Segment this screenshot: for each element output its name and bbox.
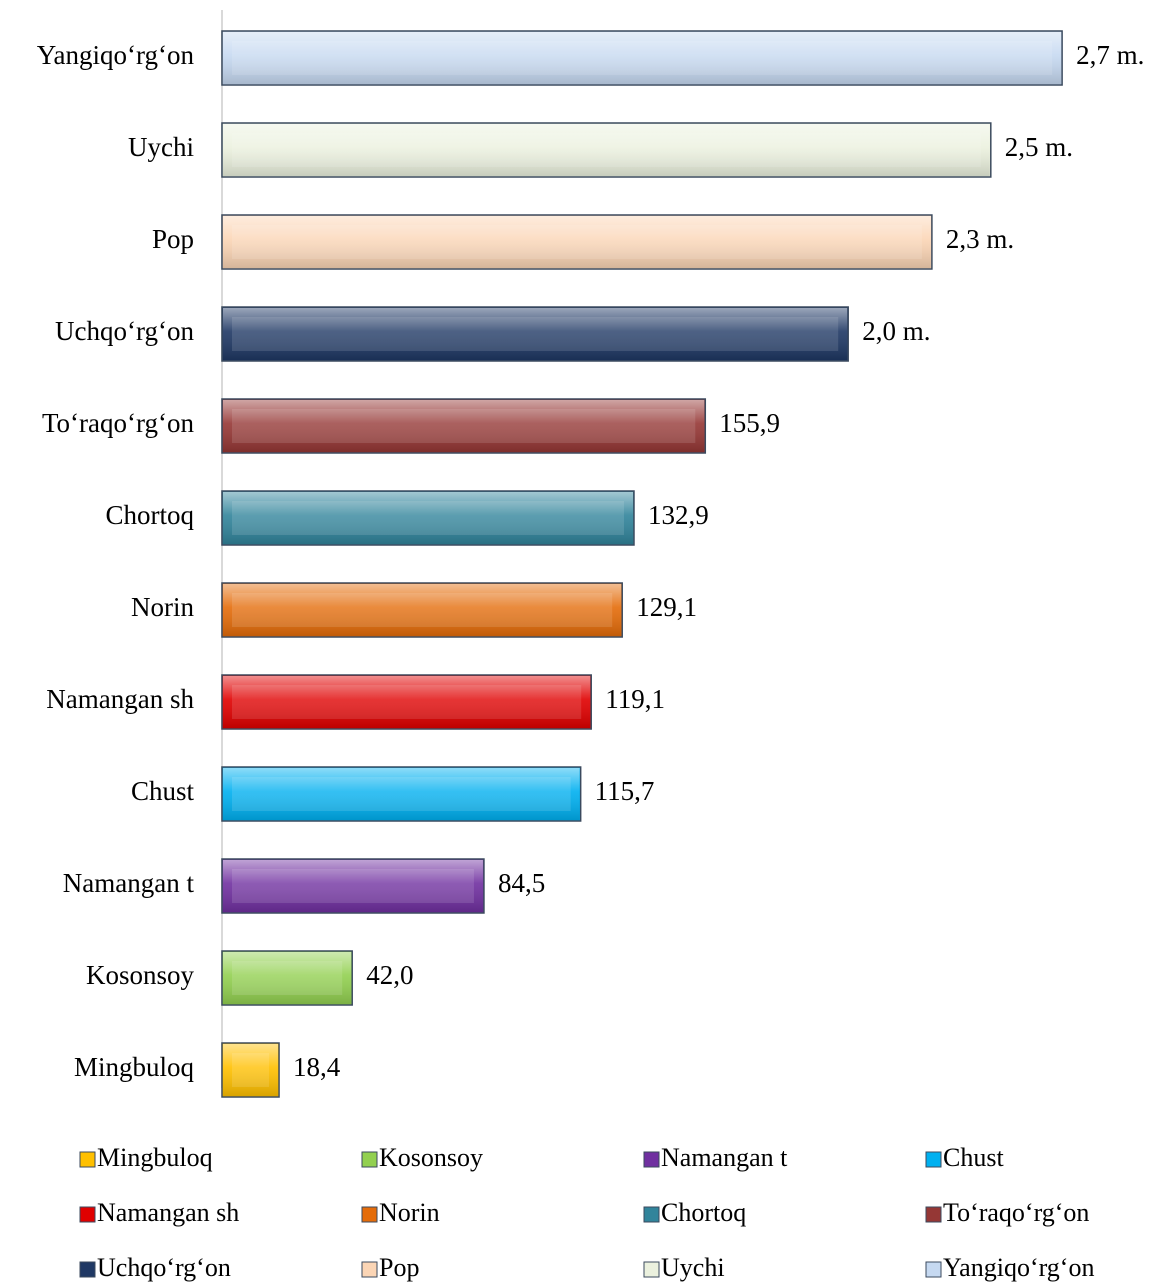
y-tick-label: Mingbuloq (74, 1052, 195, 1082)
value-label: 42,0 (366, 960, 413, 990)
legend-swatch (925, 1261, 942, 1278)
bar-bevel (232, 501, 624, 535)
legend-swatch (79, 1261, 96, 1278)
value-label: 2,7 m. (1076, 40, 1144, 70)
bar-bevel (232, 685, 582, 719)
legend-swatch (643, 1261, 660, 1278)
legend-label: Pop (379, 1253, 419, 1282)
legend-swatch (79, 1151, 96, 1168)
value-label: 115,7 (595, 776, 655, 806)
legend-swatch (925, 1151, 942, 1168)
y-tick-label: Chortoq (105, 500, 194, 530)
value-label: 18,4 (293, 1052, 341, 1082)
bar-bevel (232, 133, 981, 167)
bar-bevel (232, 1053, 270, 1087)
legend-swatch (361, 1206, 378, 1223)
legend-label: To‘raqo‘rg‘on (943, 1198, 1089, 1227)
value-label: 84,5 (498, 868, 545, 898)
legend-swatch (643, 1151, 660, 1168)
bar-shine (223, 584, 622, 636)
legend-label: Chortoq (661, 1198, 746, 1227)
legend-label: Chust (943, 1143, 1004, 1172)
bar-bevel (232, 225, 922, 259)
bar-shine (223, 860, 483, 912)
legend-label: Yangiqo‘rg‘on (943, 1253, 1094, 1282)
legend-swatch (643, 1206, 660, 1223)
legend-label: Uchqo‘rg‘on (97, 1253, 231, 1282)
y-tick-label: Kosonsoy (86, 960, 195, 990)
bar-bevel (232, 317, 839, 351)
legend-label: Norin (379, 1198, 440, 1227)
bar-bevel (232, 961, 343, 995)
legend-label: Mingbuloq (97, 1143, 213, 1172)
value-label: 2,0 m. (862, 316, 930, 346)
value-label: 155,9 (719, 408, 780, 438)
legend-swatch (361, 1151, 378, 1168)
bar-shine (223, 1044, 279, 1096)
bar-shine (223, 400, 705, 452)
y-tick-label: Norin (131, 592, 194, 622)
bar-shine (223, 308, 848, 360)
bar-bevel (232, 409, 696, 443)
bar-shine (223, 952, 352, 1004)
y-tick-label: Namangan sh (46, 684, 194, 714)
y-tick-label: Uchqo‘rg‘on (55, 316, 194, 346)
bar-shine (223, 768, 580, 820)
value-label: 132,9 (648, 500, 709, 530)
bar-shine (223, 32, 1062, 84)
bar-bevel (232, 41, 1053, 75)
legend-swatch (79, 1206, 96, 1223)
legend-swatch (925, 1206, 942, 1223)
bar-bevel (232, 593, 613, 627)
bar-shine (223, 676, 591, 728)
legend-label: Uychi (661, 1253, 725, 1282)
y-tick-label: Uychi (128, 132, 194, 162)
y-tick-label: Chust (131, 776, 195, 806)
bar-shine (223, 216, 931, 268)
value-label: 119,1 (605, 684, 665, 714)
bar-bevel (232, 777, 571, 811)
value-label: 2,5 m. (1005, 132, 1073, 162)
legend-swatch (361, 1261, 378, 1278)
bar-bevel (232, 869, 474, 903)
y-tick-label: Pop (152, 224, 194, 254)
bar-shine (223, 492, 633, 544)
y-tick-label: Yangiqo‘rg‘on (37, 40, 195, 70)
legend-label: Namangan t (661, 1143, 788, 1172)
bar-shine (223, 124, 990, 176)
value-label: 2,3 m. (946, 224, 1014, 254)
legend-label: Kosonsoy (379, 1143, 483, 1172)
y-tick-label: Namangan t (63, 868, 195, 898)
value-label: 129,1 (636, 592, 697, 622)
legend-label: Namangan sh (97, 1198, 239, 1227)
y-tick-label: To‘raqo‘rg‘on (42, 408, 195, 438)
